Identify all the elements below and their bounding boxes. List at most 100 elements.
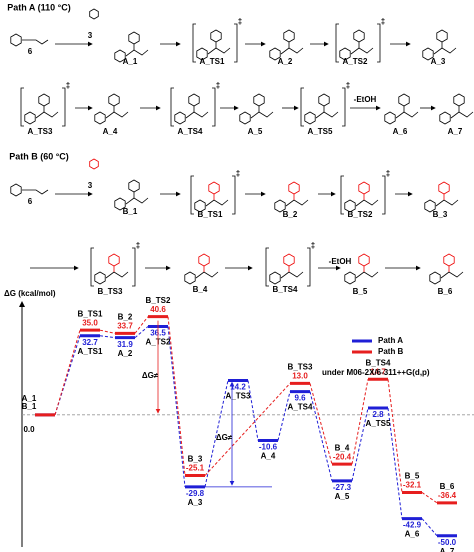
bracket (20, 87, 24, 127)
connector (421, 518, 438, 537)
value-label: 40.6 (150, 305, 166, 314)
bond (280, 271, 304, 279)
ring (274, 199, 286, 213)
connector (351, 379, 369, 465)
ring (114, 49, 126, 63)
bracket (62, 87, 66, 127)
ring (194, 199, 206, 213)
ring (288, 181, 300, 195)
point-label: A_TS3 (226, 392, 251, 401)
energy-profile: ΔG (kcal/mol)A_132.7A_TS131.9A_236.5A_TS… (4, 289, 474, 552)
bracket (377, 23, 381, 63)
barrier-label: ΔG≠ (216, 433, 233, 442)
compound-number: 6 (28, 197, 33, 206)
y-axis-label: ΔG (kcal/mol) (4, 289, 56, 298)
ts-mark: ‡ (216, 81, 220, 90)
bond (207, 47, 231, 55)
ring (453, 93, 465, 107)
ring (208, 181, 220, 195)
point-label: A_1 (22, 394, 37, 403)
species-label: A_7 (448, 127, 463, 136)
byproduct: -EtOH (354, 95, 377, 104)
ring (253, 93, 265, 107)
point-label: B_2 (118, 312, 133, 321)
ring (24, 111, 36, 125)
connector (167, 326, 186, 487)
point-label: B_TS2 (146, 296, 171, 305)
bond (185, 111, 209, 119)
point-label: A_TS4 (288, 403, 313, 412)
species-label: B_2 (283, 210, 298, 219)
ts-mark: ‡ (381, 17, 385, 26)
bond (450, 111, 474, 119)
species-label: B_TS4 (273, 285, 298, 294)
connector (204, 383, 291, 476)
bracket (212, 87, 216, 127)
species-label: A_TS3 (28, 127, 53, 136)
value-label: 9.6 (294, 394, 306, 403)
point-label: B_6 (440, 482, 455, 491)
point-label: A_2 (118, 349, 133, 358)
ring (318, 93, 330, 107)
species-label: A_6 (393, 127, 408, 136)
ring (424, 199, 436, 213)
point-label: B_5 (405, 472, 420, 481)
ring (94, 271, 106, 285)
connector (99, 329, 116, 334)
ts-mark: ‡ (236, 169, 240, 178)
species-label: B_3 (433, 210, 448, 219)
point-label: B_TS1 (78, 309, 103, 318)
ring (188, 93, 200, 107)
reagent-number: 3 (88, 181, 93, 190)
connector (167, 316, 186, 476)
bracket (382, 175, 386, 215)
value-label: -32.1 (403, 481, 422, 490)
bond (435, 199, 459, 207)
ring (353, 29, 365, 43)
ring (128, 31, 140, 45)
ring (10, 33, 22, 47)
connector (134, 326, 149, 339)
bond (355, 199, 379, 207)
bond (105, 271, 129, 279)
species-label: A_4 (103, 127, 118, 136)
bond (280, 47, 304, 55)
point-label: A_5 (335, 492, 350, 501)
ts-mark: ‡ (66, 81, 70, 90)
bond (195, 271, 219, 279)
connector (277, 391, 291, 441)
connector (54, 335, 81, 415)
ring (422, 47, 434, 61)
species-label: A_TS1 (200, 57, 225, 66)
ring (443, 253, 455, 267)
point-label: B_3 (188, 455, 203, 464)
bond (125, 49, 149, 57)
bond (22, 39, 49, 45)
ring (398, 93, 410, 107)
species-label: A_2 (278, 57, 293, 66)
bracket (192, 23, 196, 63)
connector (247, 380, 259, 441)
ring (114, 197, 126, 211)
ring (184, 271, 196, 285)
value-label: -27.3 (333, 483, 352, 492)
ring (429, 271, 441, 285)
point-label: A_TS1 (78, 347, 103, 356)
species-label: A_3 (431, 57, 446, 66)
ring (38, 93, 50, 107)
connector (204, 380, 229, 487)
bracket (132, 247, 136, 287)
ring (384, 111, 396, 125)
ring (269, 271, 281, 285)
byproduct: -EtOH (329, 257, 352, 266)
value-label: 2.8 (372, 410, 384, 419)
ring (304, 111, 316, 125)
bracket (307, 247, 311, 287)
connector (387, 379, 403, 493)
species-label: B_5 (353, 287, 368, 296)
path-title: Path A (110 °C) (7, 2, 70, 12)
legend-label: Path B (378, 347, 404, 356)
species-label: B_6 (438, 287, 453, 296)
connector (421, 492, 438, 504)
